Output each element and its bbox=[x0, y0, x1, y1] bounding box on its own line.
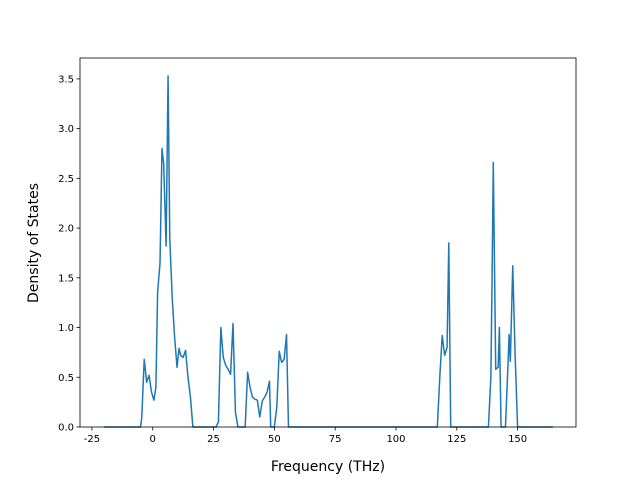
y-tick-label: 0.5 bbox=[58, 373, 74, 384]
y-tick-label: 3.0 bbox=[58, 124, 74, 135]
x-tick-label: -25 bbox=[84, 434, 100, 445]
x-tick-label: 25 bbox=[207, 434, 220, 445]
x-tick-label: 75 bbox=[329, 434, 342, 445]
y-tick-label: 2.0 bbox=[58, 224, 74, 235]
line-series bbox=[104, 75, 553, 428]
x-tick-label: 0 bbox=[150, 434, 156, 445]
plot-frame bbox=[79, 57, 577, 428]
y-tick-label: 3.5 bbox=[58, 74, 74, 85]
y-tick-label: 0.0 bbox=[58, 423, 74, 434]
y-tick-label: 2.5 bbox=[58, 174, 74, 185]
y-tick-label: 1.5 bbox=[58, 273, 74, 284]
x-tick-label: 150 bbox=[508, 434, 527, 445]
y-axis-label: Density of States bbox=[26, 183, 42, 303]
x-axis-label: Frequency (THz) bbox=[271, 459, 385, 475]
x-tick-label: 125 bbox=[447, 434, 466, 445]
y-tick-label: 1.0 bbox=[58, 323, 74, 334]
x-tick-label: 50 bbox=[268, 434, 281, 445]
x-tick-label: 100 bbox=[386, 434, 405, 445]
